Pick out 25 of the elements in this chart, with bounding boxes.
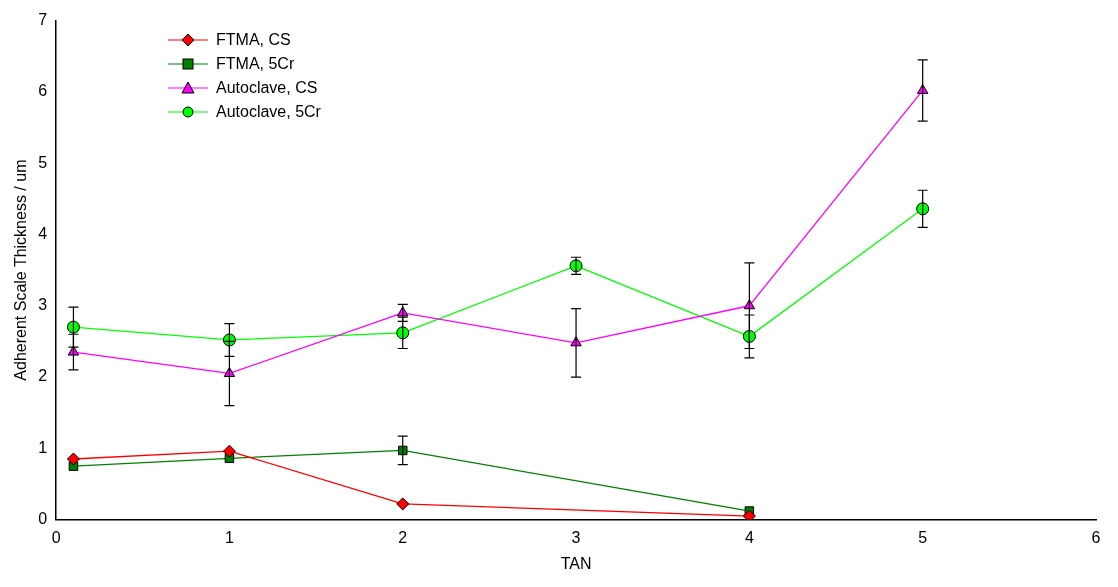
x-tick-label: 1 — [224, 528, 234, 546]
point — [396, 497, 410, 511]
legend-label: Autoclave, 5Cr — [216, 103, 321, 121]
x-tick-label: 2 — [398, 528, 408, 546]
legend-label: FTMA, CS — [216, 31, 291, 49]
x-tick-label: 3 — [571, 528, 581, 546]
y-tick-label: 6 — [38, 82, 48, 100]
legend-label: FTMA, 5Cr — [216, 55, 295, 73]
point — [66, 452, 80, 466]
y-axis-title: Adherent Scale Thickness / um — [12, 159, 30, 381]
y-tick-label: 0 — [38, 510, 48, 528]
y-tick-label: 5 — [38, 153, 48, 171]
y-tick-label: 4 — [38, 224, 48, 242]
x-tick-label: 4 — [744, 528, 754, 546]
y-tick-label: 7 — [38, 11, 48, 29]
point — [222, 444, 236, 458]
y-tick-label: 2 — [38, 367, 48, 385]
point — [742, 509, 756, 520]
x-tick-label: 6 — [1091, 528, 1101, 546]
x-tick-label: 0 — [51, 528, 61, 546]
legend-label: Autoclave, CS — [216, 79, 318, 97]
x-tick-label: 5 — [918, 528, 928, 546]
y-tick-label: 3 — [38, 296, 48, 314]
y-tick-label: 1 — [38, 438, 48, 456]
x-axis-title: TAN — [560, 554, 592, 572]
